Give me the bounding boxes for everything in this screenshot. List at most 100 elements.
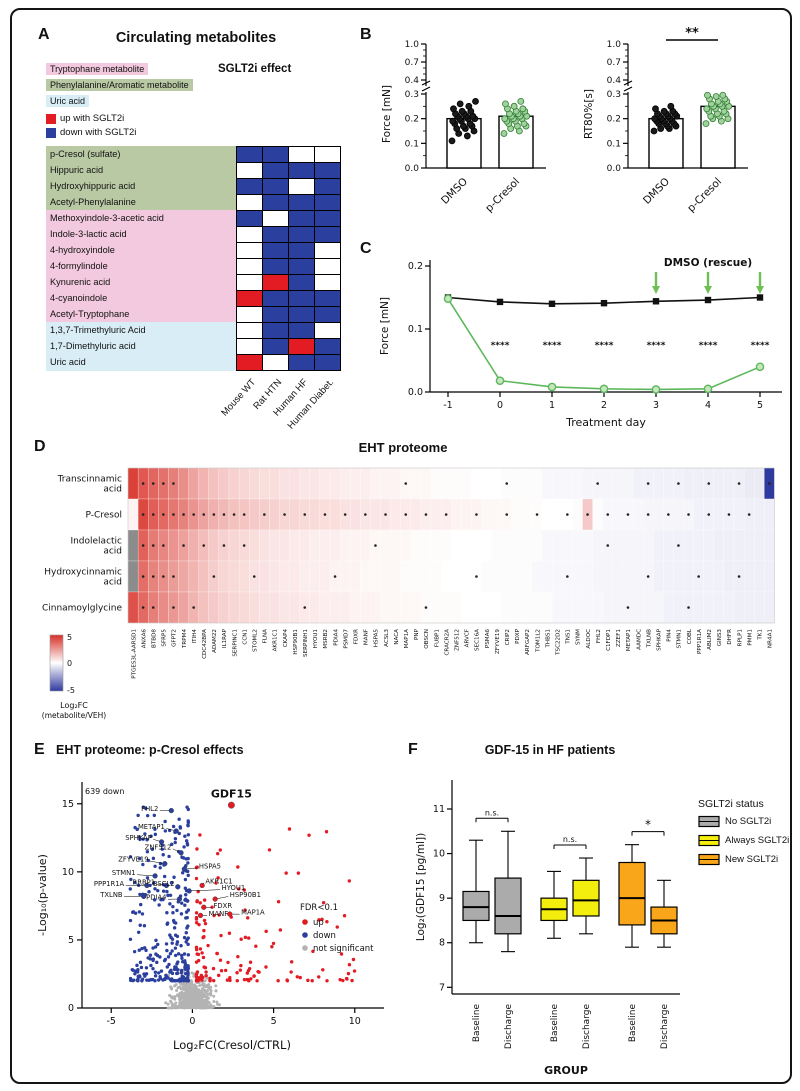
sglt2i-status-legend: SGLT2i status No SGLT2i Always SGLT2i New S… <box>698 798 798 872</box>
svg-text:0.0: 0.0 <box>405 164 420 174</box>
svg-text:0: 0 <box>497 400 503 411</box>
effect-cell <box>236 194 263 211</box>
svg-text:0.1: 0.1 <box>405 139 419 149</box>
dot-group-dmso <box>650 102 681 135</box>
svg-text:8: 8 <box>439 938 445 949</box>
effect-cell <box>314 210 341 227</box>
svg-text:down: down <box>313 931 336 941</box>
svg-text:PPP1R1A: PPP1R1A <box>94 880 125 888</box>
svg-text:HYOU1: HYOU1 <box>313 629 319 649</box>
svg-text:p-Cresol: p-Cresol <box>483 176 522 215</box>
legend-label: Tryptophane metabolite <box>46 63 149 75</box>
effect-cell <box>236 162 263 179</box>
svg-text:BTBD8: BTBD8 <box>151 629 157 648</box>
panel-b-label: B <box>360 26 372 43</box>
svg-text:HSPA5: HSPA5 <box>199 862 221 870</box>
effect-cell <box>314 290 341 307</box>
svg-text:MANF: MANF <box>364 629 370 645</box>
effect-cell <box>314 306 341 323</box>
svg-text:ITIH4: ITIH4 <box>192 629 198 644</box>
svg-text:0.4: 0.4 <box>607 76 622 86</box>
effect-cell <box>288 258 315 275</box>
effect-cell <box>262 322 289 339</box>
effect-cell <box>236 338 263 355</box>
svg-text:RRBP1: RRBP1 <box>133 879 156 887</box>
svg-text:ZFYVE19: ZFYVE19 <box>495 629 501 654</box>
svg-text:0: 0 <box>67 659 72 668</box>
svg-text:1: 1 <box>549 400 555 411</box>
svg-text:Discharge: Discharge <box>504 1004 514 1050</box>
svg-text:HSPA5: HSPA5 <box>374 629 380 648</box>
effect-cell <box>236 306 263 323</box>
svg-text:MAP1A: MAP1A <box>241 909 265 917</box>
effect-cell <box>262 274 289 291</box>
rt80-bar-chart: 0.0 0.1 0.2 0.3 0.4 0.7 1.0 RT80%[s] DMSO p-Creso… <box>583 26 748 215</box>
panel-d-label: D <box>34 438 46 455</box>
svg-text:AKR1C1: AKR1C1 <box>273 629 279 652</box>
effect-cell <box>314 146 341 163</box>
svg-text:PDIA4: PDIA4 <box>333 629 339 646</box>
svg-text:P-Cresol: P-Cresol <box>86 511 123 521</box>
svg-text:HSP90B1: HSP90B1 <box>230 891 261 899</box>
heatmap-column-labels: Mouse WT Rat HTN Human HF Human Diabet. <box>46 375 356 445</box>
svg-text:****: **** <box>491 341 510 351</box>
svg-text:-5: -5 <box>106 1016 115 1027</box>
metabolite-label: Acetyl-Phenylalanine <box>46 194 236 211</box>
panel-e-label: E <box>34 741 45 758</box>
svg-text:CRACR2A: CRACR2A <box>444 629 450 656</box>
svg-text:5: 5 <box>68 935 74 946</box>
up-swatch <box>46 114 56 124</box>
effect-cell <box>236 178 263 195</box>
effect-cell <box>314 258 341 275</box>
svg-text:ANXA6: ANXA6 <box>141 629 147 649</box>
svg-text:0.2: 0.2 <box>405 115 419 125</box>
metabolite-label: 4-hydroxyindole <box>46 242 236 259</box>
effect-cell <box>262 178 289 195</box>
metabolite-class-legend-item: Uric acid <box>46 94 193 109</box>
svg-text:Log₂(GDF15 [pg/ml]): Log₂(GDF15 [pg/ml]) <box>415 833 427 941</box>
svg-text:HYOU1: HYOU1 <box>222 884 246 892</box>
effect-cell <box>314 338 341 355</box>
effect-cell <box>262 338 289 355</box>
dot-group-p-cresol <box>500 98 531 137</box>
svg-text:acid: acid <box>103 578 122 588</box>
svg-text:Log₂FC: Log₂FC <box>60 701 88 710</box>
metabolite-class-legend-item: Phenylalanine/Aromatic metabolite <box>46 78 193 93</box>
effect-cell <box>288 242 315 259</box>
heatmap-row: 4-hydroxyindole <box>46 242 341 259</box>
svg-text:0.0: 0.0 <box>607 164 622 174</box>
svg-text:0.0: 0.0 <box>408 387 423 398</box>
legend-label: up with SGLT2i <box>60 113 125 124</box>
metabolite-label: 4-formylindole <box>46 258 236 275</box>
svg-text:7: 7 <box>439 982 445 993</box>
svg-text:PTGES3L-AARSD1: PTGES3L-AARSD1 <box>131 629 137 679</box>
eht-proteome-heatmap: TranscinnamicacidP-CresolIndolelacticaci… <box>42 467 775 720</box>
svg-text:TSC22D2: TSC22D2 <box>555 629 561 656</box>
svg-text:FDXR: FDXR <box>353 629 359 644</box>
svg-text:FHL2: FHL2 <box>596 629 602 643</box>
svg-text:AAMDC: AAMDC <box>636 629 642 650</box>
svg-text:9: 9 <box>439 893 445 904</box>
effect-cell <box>236 258 263 275</box>
svg-text:Transcinnamic: Transcinnamic <box>57 475 122 485</box>
legend-title: SGLT2i status <box>698 798 764 810</box>
heatmap-row: Hippuric acid <box>46 162 341 179</box>
svg-text:Baseline: Baseline <box>472 1004 482 1043</box>
effect-cell <box>288 306 315 323</box>
svg-text:Treatment day: Treatment day <box>565 416 646 429</box>
svg-text:CRIP2: CRIP2 <box>505 629 511 645</box>
volcano-plot: -5 0 5 10 0 5 10 15 Log₂FC(Cresol/CTRL) -Log₁₀(p-… <box>36 782 384 1052</box>
svg-text:CDC42BPA: CDC42BPA <box>202 629 208 659</box>
effect-cell <box>288 210 315 227</box>
svg-text:****: **** <box>543 341 562 351</box>
panel-f-title: GDF-15 in HF patients <box>484 743 616 757</box>
effect-cell <box>236 226 263 243</box>
metabolite-label: Uric acid <box>46 354 236 371</box>
dot-group-p-cresol <box>702 91 733 127</box>
effect-cell <box>314 194 341 211</box>
svg-text:SFRP5: SFRP5 <box>162 629 168 647</box>
svg-text:TRPM4: TRPM4 <box>182 629 188 650</box>
svg-text:Discharge: Discharge <box>582 1004 592 1050</box>
metabolite-heatmap: p-Cresol (sulfate) Hippuric acid Hydroxyhi… <box>46 146 341 371</box>
svg-text:GINS3: GINS3 <box>717 629 723 647</box>
